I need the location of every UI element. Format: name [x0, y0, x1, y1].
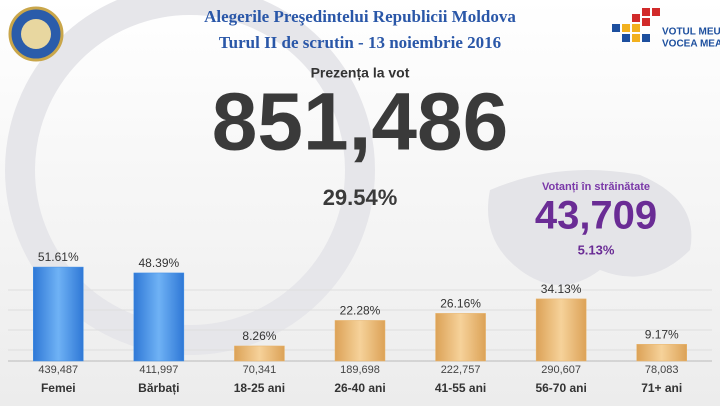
value-label: 48.39% — [139, 256, 180, 270]
bar — [33, 266, 84, 362]
category-label: 56-70 ani — [535, 381, 586, 395]
count-label: 411,997 — [139, 364, 178, 376]
bar — [133, 272, 185, 362]
value-label: 9.17% — [645, 327, 679, 341]
bar — [435, 313, 486, 362]
count-label: 189,698 — [340, 364, 380, 376]
bar — [334, 320, 386, 362]
abroad-label: Votanți în străinătate — [542, 181, 650, 193]
watermark — [5, 0, 375, 355]
count-label: 290,607 — [541, 364, 581, 376]
category-label: Bărbați — [138, 381, 179, 395]
slogan-logo — [612, 8, 660, 42]
subtitle: Turul II de scrutin - 13 noiembrie 2016 — [219, 33, 501, 52]
slogan: VOCEA MEA! — [662, 39, 720, 50]
abroad-percent: 5.13% — [578, 242, 615, 257]
abroad-count: 43,709 — [535, 194, 657, 238]
logo-center — [21, 19, 51, 49]
title: Alegerile Preşedintelui Republicii Moldo… — [204, 7, 516, 26]
turnout-count: 851,486 — [212, 77, 508, 168]
category-label: 26-40 ani — [334, 381, 385, 395]
count-label: 78,083 — [645, 364, 679, 376]
turnout-percent: 29.54% — [323, 185, 398, 210]
count-label: 222,757 — [441, 364, 481, 376]
value-label: 8.26% — [242, 329, 276, 343]
slogan: VOTUL MEU, — [662, 27, 720, 38]
category-label: 71+ ani — [641, 381, 682, 395]
bar — [636, 344, 687, 362]
bar — [535, 298, 587, 362]
category-label: 18-25 ani — [234, 381, 285, 395]
count-label: 439,487 — [38, 364, 78, 376]
value-label: 51.61% — [38, 250, 79, 264]
value-label: 22.28% — [340, 304, 381, 318]
category-label: Femei — [41, 381, 76, 395]
world-map — [488, 170, 692, 285]
value-label: 34.13% — [541, 282, 582, 296]
turnout-label: Prezența la vot — [311, 65, 410, 81]
value-label: 26.16% — [440, 297, 481, 311]
count-label: 70,341 — [243, 364, 277, 376]
bar — [234, 345, 285, 362]
category-label: 41-55 ani — [435, 381, 486, 395]
